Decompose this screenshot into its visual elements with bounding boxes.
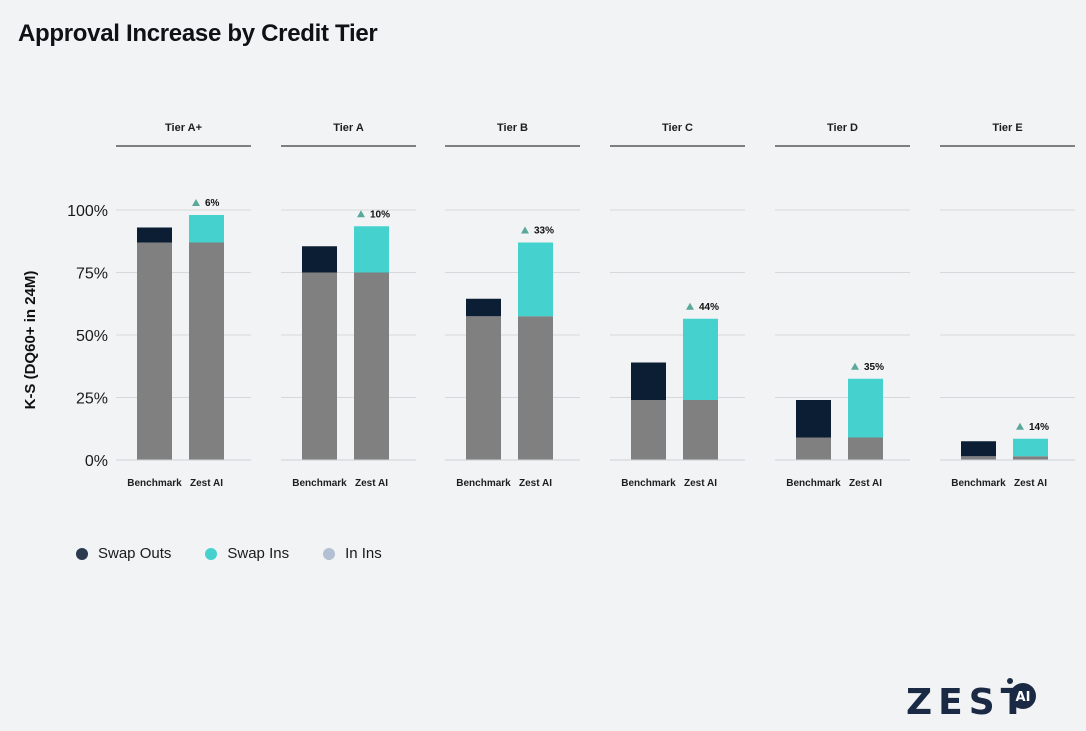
x-category-label: Zest AI (684, 478, 717, 489)
tier-label: Tier C (662, 122, 693, 134)
zest-base-bar (683, 400, 718, 460)
chart-title: Approval Increase by Credit Tier (18, 20, 378, 47)
benchmark-swap-outs-bar (961, 441, 996, 457)
x-category-label: Zest AI (190, 478, 223, 489)
increase-label: 14% (1029, 422, 1049, 433)
zest-swap-ins-bar (848, 378, 883, 438)
tier-panel: Tier E 14% Benchmark Zest AI (940, 122, 1075, 489)
y-tick-label: 25% (76, 391, 108, 408)
increase-label: 35% (864, 362, 884, 373)
increase-label: 44% (699, 302, 719, 313)
legend-item-swap-outs: Swap Outs (76, 545, 171, 562)
x-category-label: Benchmark (621, 478, 676, 489)
benchmark-swap-outs-bar (796, 400, 831, 438)
legend-swatch-in-ins (323, 547, 336, 560)
x-category-label: Benchmark (951, 478, 1006, 489)
tier-panel: Tier A+ 6% Benchmark Zest AI (116, 122, 251, 489)
benchmark-base-bar (302, 272, 337, 460)
legend-label-in-ins: In Ins (345, 545, 382, 562)
y-tick-label: 50% (76, 328, 108, 345)
benchmark-swap-outs-bar (137, 227, 172, 243)
zest-base-bar (1013, 456, 1048, 460)
y-tick-labels: 0% 25% 50% 75% 100% (67, 203, 108, 470)
y-tick-label: 100% (67, 203, 108, 220)
x-category-label: Zest AI (355, 478, 388, 489)
legend-label-swap-ins: Swap Ins (227, 545, 290, 562)
benchmark-base-bar (466, 316, 501, 460)
increase-label: 33% (534, 226, 554, 237)
tier-label: Tier E (992, 122, 1022, 134)
legend-item-swap-ins: Swap Ins (205, 545, 289, 562)
logo-badge-dot (1007, 678, 1013, 684)
legend-item-in-ins: In Ins (323, 545, 382, 562)
tier-panel: Tier B 33% Benchmark Zest AI (445, 122, 580, 489)
increase-arrow-icon (357, 210, 365, 218)
legend-swatch-swap-ins (205, 547, 218, 560)
x-category-label: Benchmark (292, 478, 347, 489)
y-tick-label: 0% (85, 453, 108, 470)
tier-panel: Tier D 35% Benchmark Zest AI (775, 122, 910, 489)
increase-label: 10% (370, 209, 390, 220)
x-category-label: Zest AI (849, 478, 882, 489)
tier-label: Tier A+ (165, 122, 202, 134)
increase-arrow-icon (192, 199, 200, 206)
x-category-label: Benchmark (456, 478, 511, 489)
tier-label: Tier D (827, 122, 858, 134)
zest-base-bar (518, 316, 553, 460)
x-category-label: Benchmark (786, 478, 841, 489)
zest-swap-ins-bar (189, 215, 224, 243)
x-category-label: Zest AI (1014, 478, 1047, 489)
benchmark-base-bar (961, 456, 996, 460)
benchmark-base-bar (631, 400, 666, 460)
zest-swap-ins-bar (354, 226, 389, 273)
increase-arrow-icon (851, 362, 859, 370)
tier-label: Tier A (333, 122, 364, 134)
increase-label: 6% (205, 198, 220, 209)
benchmark-base-bar (796, 437, 831, 460)
benchmark-swap-outs-bar (302, 246, 337, 273)
gridlines (116, 209, 1075, 461)
increase-arrow-icon (1016, 422, 1024, 430)
logo-badge-text: AI (1016, 690, 1031, 705)
tier-panel: Tier A 10% Benchmark Zest AI (281, 122, 416, 489)
benchmark-base-bar (137, 242, 172, 460)
zest-base-bar (354, 272, 389, 460)
zest-swap-ins-bar (1013, 438, 1048, 457)
zest-base-bar (189, 242, 224, 460)
y-tick-label: 75% (76, 266, 108, 283)
zest-ai-logo: ZEST AI (906, 678, 1036, 723)
increase-arrow-icon (686, 302, 694, 310)
zest-swap-ins-bar (683, 318, 718, 400)
tier-label: Tier B (497, 122, 528, 134)
legend-label-swap-outs: Swap Outs (98, 545, 172, 562)
tier-panels: Tier A+ 6% Benchmark Zest AI Tier A 10% Benchm… (116, 122, 1075, 489)
logo-badge-circle (1010, 683, 1036, 709)
tier-panel: Tier C 44% Benchmark Zest AI (610, 122, 745, 489)
x-category-label: Zest AI (519, 478, 552, 489)
y-axis-label: K-S (DQ60+ in 24M) (22, 271, 39, 410)
benchmark-swap-outs-bar (631, 362, 666, 400)
logo-wordmark: ZEST (906, 682, 1031, 723)
benchmark-swap-outs-bar (466, 298, 501, 317)
zest-swap-ins-bar (518, 242, 553, 317)
zest-base-bar (848, 437, 883, 460)
increase-arrow-icon (521, 226, 529, 234)
legend: Swap Outs Swap Ins In Ins (76, 545, 382, 562)
x-category-label: Benchmark (127, 478, 182, 489)
legend-swatch-swap-outs (76, 547, 88, 560)
